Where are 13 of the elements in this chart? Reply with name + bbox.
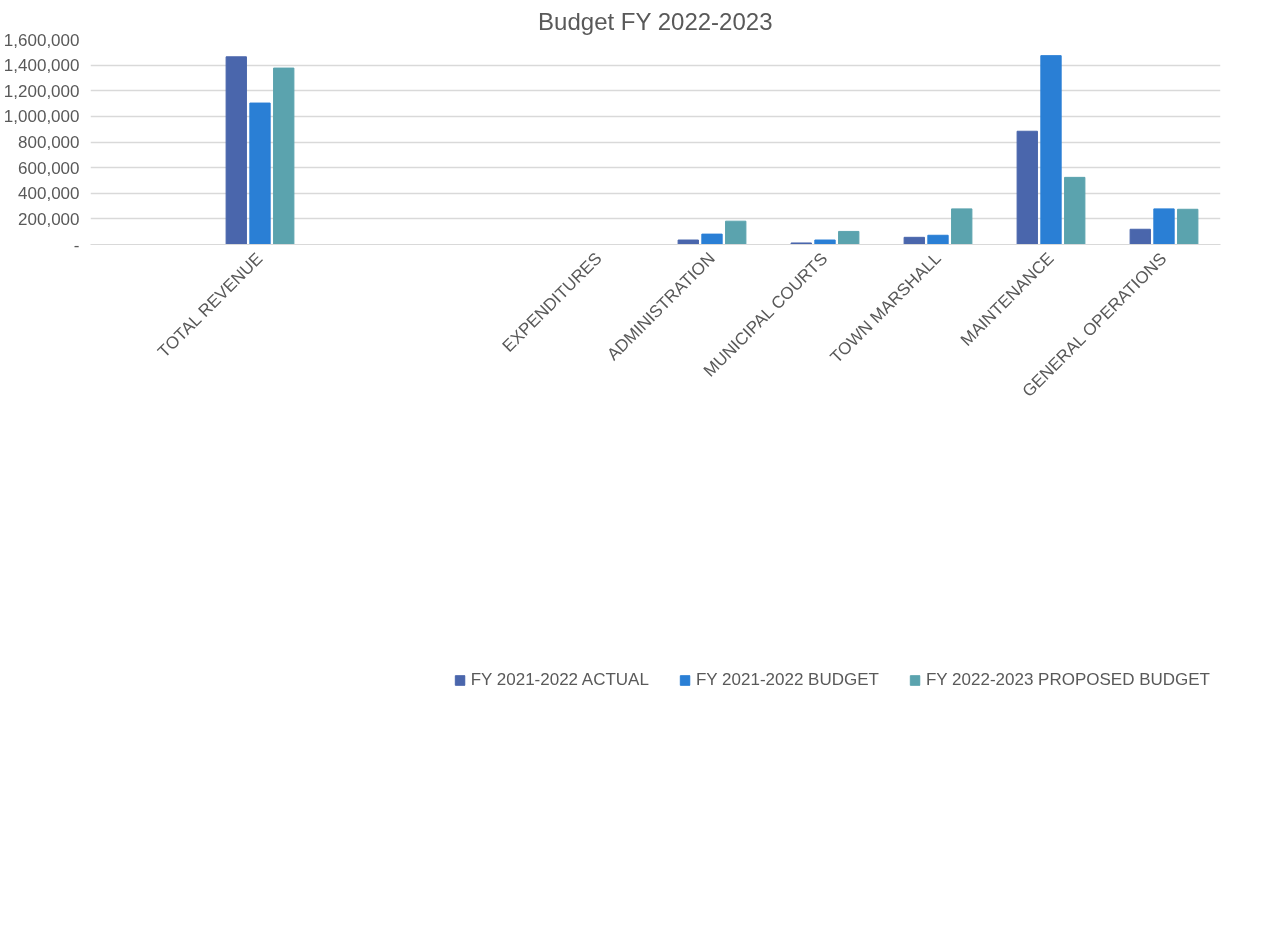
- legend-label: FY 2022-2023 PROPOSED BUDGET: [925, 670, 1210, 690]
- legend-label: FY 2021-2022 ACTUAL: [470, 670, 649, 690]
- y-tick-label: 600,000: [18, 158, 80, 178]
- y-tick-label: 800,000: [18, 133, 80, 152]
- y-tick-label: 1,200,000: [3, 81, 80, 101]
- y-tick-label: 200,000: [18, 209, 80, 229]
- y-tick-label: 400,000: [18, 184, 80, 204]
- y-tick-label: 1,600,000: [3, 30, 80, 50]
- y-tick-label: 1,400,000: [3, 56, 80, 76]
- y-tick-label: 1,000,000: [3, 107, 80, 127]
- y-tick-label: -: [73, 235, 80, 255]
- legend-label: FY 2021-2022 BUDGET: [695, 670, 879, 690]
- chart-title: Budget FY 2022-2023: [538, 7, 773, 35]
